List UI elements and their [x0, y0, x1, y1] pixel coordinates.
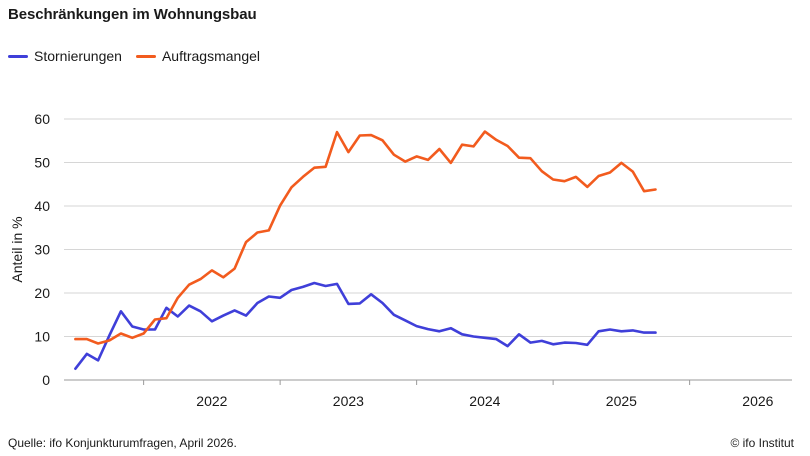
legend-item-auftragsmangel: Auftragsmangel	[135, 48, 261, 64]
series-line-stornierungen	[74, 281, 657, 371]
source-note: Quelle: ifo Konjunkturumfragen, April 20…	[8, 436, 237, 450]
legend-label-auftragsmangel: Auftragsmangel	[161, 48, 261, 64]
y-axis-label: Anteil in %	[9, 216, 25, 282]
legend-swatch-stornierungen	[8, 54, 28, 58]
x-tick-label-2026: 2026	[742, 393, 773, 409]
y-tick-label-0: 0	[42, 372, 50, 388]
y-tick-label-40: 40	[34, 198, 50, 214]
series-line-auftragsmangel	[74, 130, 657, 345]
x-tick-label-2025: 2025	[606, 393, 637, 409]
x-tick-label-2023: 2023	[333, 393, 364, 409]
y-tick-label-50: 50	[34, 155, 50, 171]
copyright-credit: © ifo Institut	[730, 436, 794, 450]
legend-label-stornierungen: Stornierungen	[34, 48, 122, 64]
chart-title: Beschränkungen im Wohnungsbau	[8, 6, 257, 23]
legend-item-stornierungen: Stornierungen	[8, 48, 122, 64]
y-tick-label-30: 30	[34, 242, 50, 258]
x-tick-label-2022: 2022	[196, 393, 227, 409]
y-tick-label-20: 20	[34, 285, 50, 301]
legend: Stornierungen Auftragsmangel	[8, 48, 274, 64]
y-tick-label-60: 60	[34, 111, 50, 127]
legend-swatch-auftragsmangel	[135, 54, 156, 58]
y-tick-label-10: 10	[34, 329, 50, 345]
x-tick-label-2024: 2024	[469, 393, 500, 409]
